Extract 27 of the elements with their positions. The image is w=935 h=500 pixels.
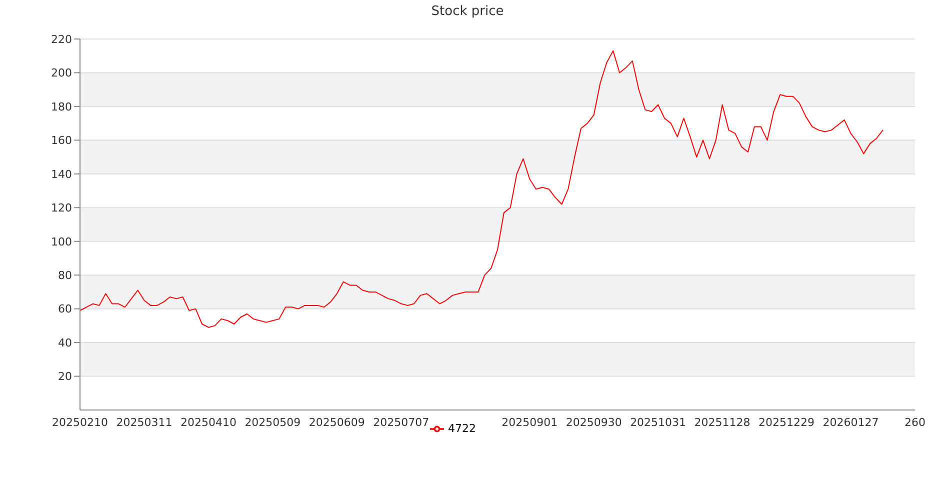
y-tick-label: 60 <box>58 302 72 316</box>
x-tick-label: 20251031 <box>630 416 686 429</box>
x-tick-label: 20250509 <box>244 416 301 429</box>
y-tick-label: 140 <box>51 168 72 181</box>
x-tick-label: 20251128 <box>694 416 750 429</box>
x-tick-label: 20250707 <box>373 416 430 429</box>
y-tick-label: 180 <box>51 100 72 114</box>
x-tick-label: 260 <box>904 416 926 429</box>
x-tick-label: 20250609 <box>308 416 365 429</box>
y-tick-label: 80 <box>58 268 72 282</box>
legend-label: 4722 <box>448 422 476 436</box>
x-tick-label: 20250930 <box>566 416 622 429</box>
y-tick-label: 220 <box>51 32 72 46</box>
chart-title: Stock price <box>430 4 505 19</box>
y-tick-label: 120 <box>51 202 72 215</box>
x-tick-label: 20260127 <box>822 416 879 429</box>
y-tick-label: 100 <box>51 235 72 248</box>
x-tick-label: 20250311 <box>116 416 172 429</box>
y-tick-label: 160 <box>51 134 72 148</box>
line-series <box>80 50 884 328</box>
y-tick-label: 200 <box>51 66 72 80</box>
x-tick-label: 20250901 <box>502 416 558 429</box>
y-tick-label: 20 <box>58 370 72 384</box>
x-tick-label: 20250410 <box>180 416 236 429</box>
y-tick-label: 40 <box>58 336 72 350</box>
x-tick-label: 20251229 <box>758 416 815 429</box>
x-tick-label: 20250210 <box>52 416 108 429</box>
